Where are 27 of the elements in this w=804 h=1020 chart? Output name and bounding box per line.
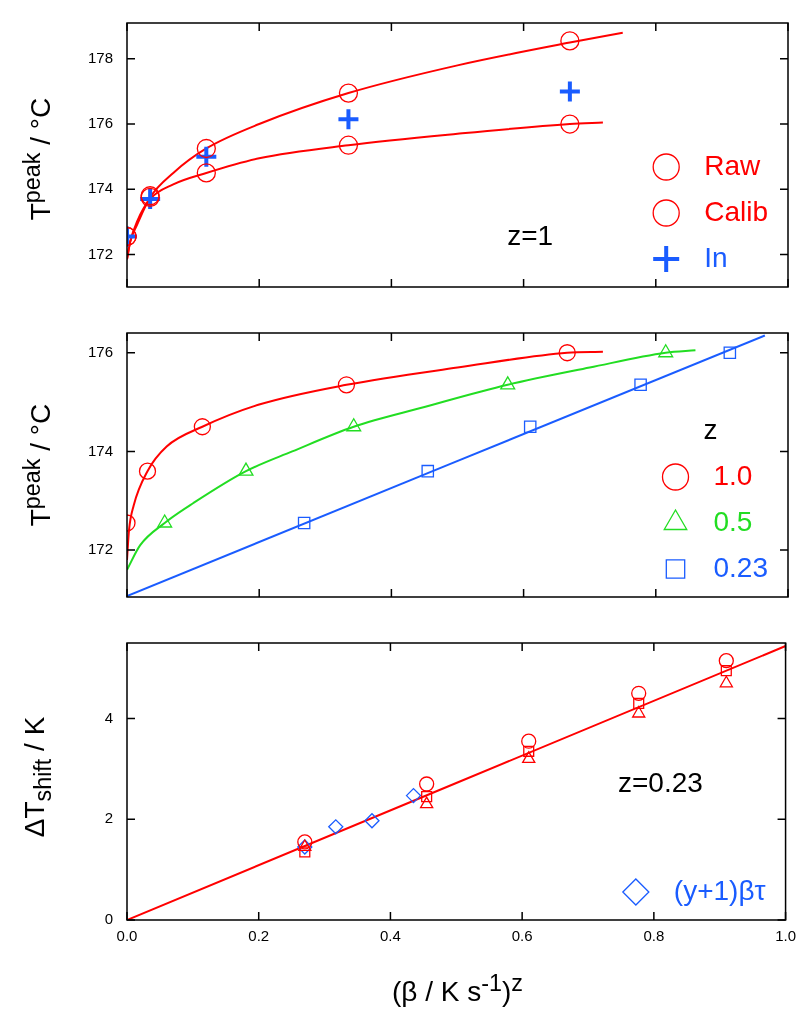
y-tick-label: 172 (87, 244, 113, 262)
legend-label: 1.0 (713, 459, 753, 491)
y-tick-label: 172 (87, 540, 113, 558)
y-tick-label: 178 (87, 48, 113, 66)
y-tick-label: 174 (87, 179, 113, 197)
legend-label: In (704, 241, 728, 273)
y-tick-label: 176 (87, 114, 113, 132)
x-tick-label: 0.0 (116, 927, 138, 945)
x-tick-label: 1.0 (775, 927, 796, 945)
x-tick-label: 0.4 (380, 927, 401, 945)
x-axis-title: (β / K s$^{-1}$)$^{z}$ (392, 970, 523, 1009)
y-tick-label: 4 (104, 708, 113, 726)
legend-label: Raw (704, 149, 761, 181)
legend-label: 0.5 (713, 505, 753, 537)
y-tick-label: 176 (87, 342, 113, 360)
y-tick-label: 174 (87, 441, 113, 459)
legend-label: 0.23 (713, 551, 768, 583)
annotation: z=1 (507, 219, 554, 251)
legend-title: z (703, 413, 718, 445)
y-tick-label: 0 (104, 910, 113, 928)
legend-label: (y+1)βτ (673, 874, 766, 906)
x-tick-label: 0.8 (643, 927, 665, 945)
x-tick-label: 0.6 (511, 927, 533, 945)
legend-label: Calib (704, 195, 769, 227)
x-tick-label: 0.2 (248, 927, 270, 945)
y-tick-label: 2 (104, 809, 113, 827)
annotation: z=0.23 (618, 766, 703, 798)
